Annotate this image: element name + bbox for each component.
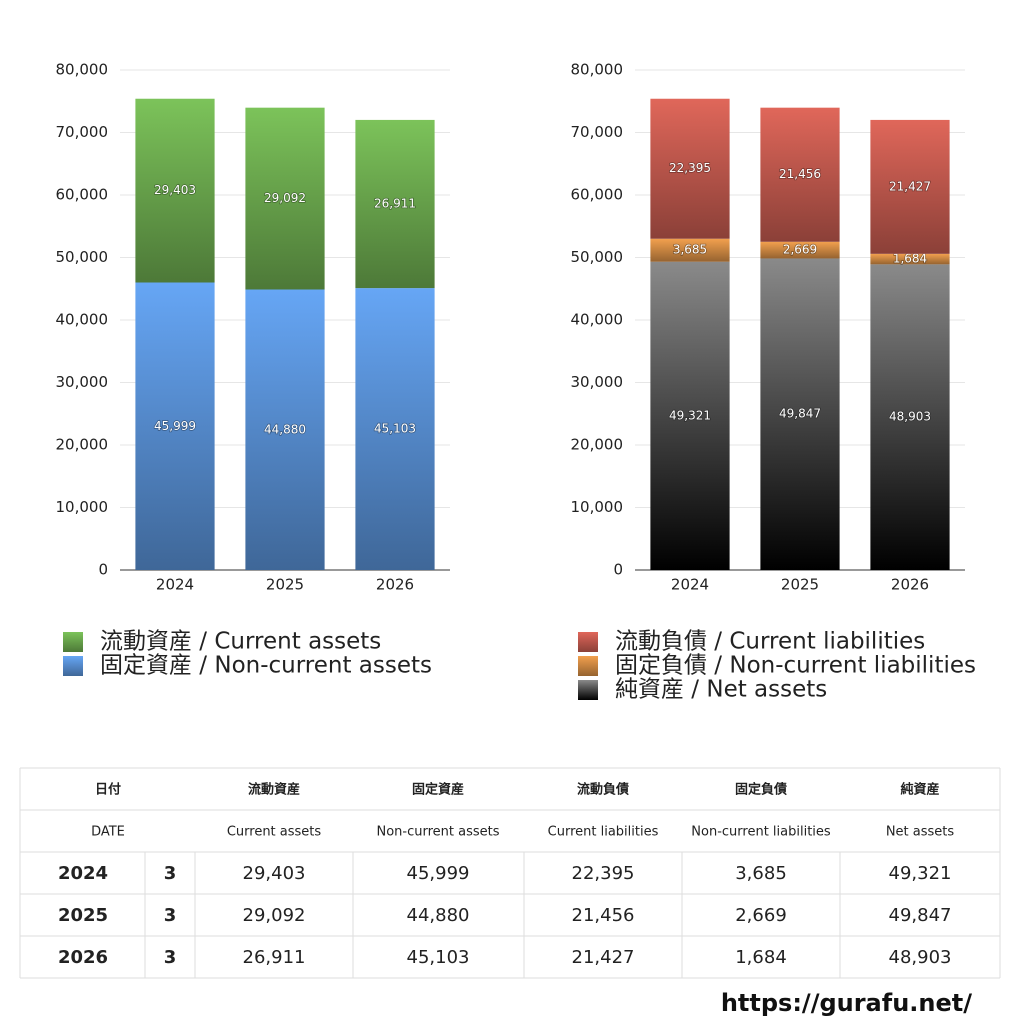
table-cell: 44,880 <box>407 905 470 926</box>
legend-label: 流動負債 / Current liabilities <box>615 629 925 655</box>
table-cell: 29,403 <box>243 863 306 884</box>
bar-segment <box>870 264 950 570</box>
y-tick-label: 20,000 <box>571 436 624 454</box>
bar-segment <box>870 119 950 254</box>
table-cell: 45,999 <box>407 863 470 884</box>
y-tick-label: 50,000 <box>571 248 624 266</box>
legend-label: 固定負債 / Non-current liabilities <box>615 653 976 679</box>
y-tick-label: 60,000 <box>571 186 624 204</box>
table-cell: 3 <box>164 947 177 968</box>
table-subheader: Non-current assets <box>376 825 499 840</box>
bar-segment <box>355 288 435 570</box>
y-tick-label: 40,000 <box>571 311 624 329</box>
y-tick-label: 0 <box>613 561 623 579</box>
table-header: 流動負債 <box>577 782 629 798</box>
value-label: 26,911 <box>374 197 416 211</box>
table-cell: 1,684 <box>735 947 787 968</box>
bar-segment <box>650 238 730 262</box>
y-tick-label: 30,000 <box>56 373 109 391</box>
bar-segment <box>870 253 950 265</box>
legend-label: 流動資産 / Current assets <box>100 629 381 655</box>
value-label: 29,403 <box>154 183 196 197</box>
x-tick-label: 2026 <box>376 576 414 594</box>
y-tick-label: 30,000 <box>571 373 624 391</box>
x-tick-label: 2026 <box>891 576 929 594</box>
table-cell: 21,427 <box>572 947 635 968</box>
table-header: 固定資産 <box>412 782 464 798</box>
bar-segment <box>760 107 840 242</box>
value-label: 49,847 <box>779 407 821 421</box>
table-cell: 21,456 <box>572 905 635 926</box>
value-label: 2,669 <box>783 243 817 257</box>
x-tick-label: 2024 <box>156 576 194 594</box>
bar-segment <box>760 258 840 570</box>
y-tick-label: 60,000 <box>56 186 109 204</box>
value-label: 45,103 <box>374 422 416 436</box>
y-tick-label: 70,000 <box>571 123 624 141</box>
value-label: 21,456 <box>779 167 821 181</box>
table-cell: 26,911 <box>243 947 306 968</box>
legend-swatch <box>63 632 83 652</box>
table-header: 流動資産 <box>248 782 300 798</box>
table-header: 日付 <box>95 782 121 798</box>
y-tick-label: 80,000 <box>571 61 624 79</box>
table-cell: 49,321 <box>889 863 952 884</box>
table-cell: 2,669 <box>735 905 787 926</box>
y-tick-label: 50,000 <box>56 248 109 266</box>
bar-segment <box>135 282 215 570</box>
table-cell: 2025 <box>58 905 108 926</box>
y-tick-label: 10,000 <box>56 498 109 516</box>
table-cell: 49,847 <box>889 905 952 926</box>
value-label: 48,903 <box>889 410 931 424</box>
table-cell: 22,395 <box>572 863 635 884</box>
value-label: 45,999 <box>154 419 196 433</box>
value-label: 22,395 <box>669 161 711 175</box>
y-tick-label: 70,000 <box>56 123 109 141</box>
x-tick-label: 2025 <box>781 576 819 594</box>
y-tick-label: 80,000 <box>56 61 109 79</box>
table-cell: 29,092 <box>243 905 306 926</box>
table-subheader: Non-current liabilities <box>691 825 831 840</box>
table-cell: 2026 <box>58 947 108 968</box>
footer-url: https://gurafu.net/ <box>721 989 972 1017</box>
legend-swatch <box>578 632 598 652</box>
table-cell: 48,903 <box>889 947 952 968</box>
legend-label: 純資産 / Net assets <box>615 677 827 703</box>
table-subheader: Net assets <box>886 825 955 840</box>
value-label: 1,684 <box>893 252 927 266</box>
y-tick-label: 40,000 <box>56 311 109 329</box>
y-tick-label: 10,000 <box>571 498 624 516</box>
bar-segment <box>355 119 435 289</box>
table-cell: 3,685 <box>735 863 787 884</box>
table-cell: 3 <box>164 905 177 926</box>
table-subheader: DATE <box>91 825 125 840</box>
bar-segment <box>760 241 840 259</box>
table-header: 固定負債 <box>735 782 787 798</box>
bar-segment <box>135 98 215 283</box>
table-subheader: Current liabilities <box>548 825 659 840</box>
legend-swatch <box>63 656 83 676</box>
bar-segment <box>245 289 325 570</box>
table-cell: 45,103 <box>407 947 470 968</box>
legend-label: 固定資産 / Non-current assets <box>100 653 432 679</box>
bar-segment <box>650 98 730 239</box>
value-label: 44,880 <box>264 422 306 436</box>
value-label: 29,092 <box>264 191 306 205</box>
x-tick-label: 2025 <box>266 576 304 594</box>
value-label: 3,685 <box>673 243 707 257</box>
y-tick-label: 20,000 <box>56 436 109 454</box>
bar-segment <box>650 261 730 570</box>
x-tick-label: 2024 <box>671 576 709 594</box>
table-subheader: Current assets <box>227 825 322 840</box>
value-label: 49,321 <box>669 408 711 422</box>
table-header: 純資産 <box>900 782 939 798</box>
legend-swatch <box>578 656 598 676</box>
bar-segment <box>245 107 325 290</box>
legend-swatch <box>578 680 598 700</box>
y-tick-label: 0 <box>98 561 108 579</box>
table-cell: 3 <box>164 863 177 884</box>
value-label: 21,427 <box>889 179 931 193</box>
table-cell: 2024 <box>58 863 108 884</box>
